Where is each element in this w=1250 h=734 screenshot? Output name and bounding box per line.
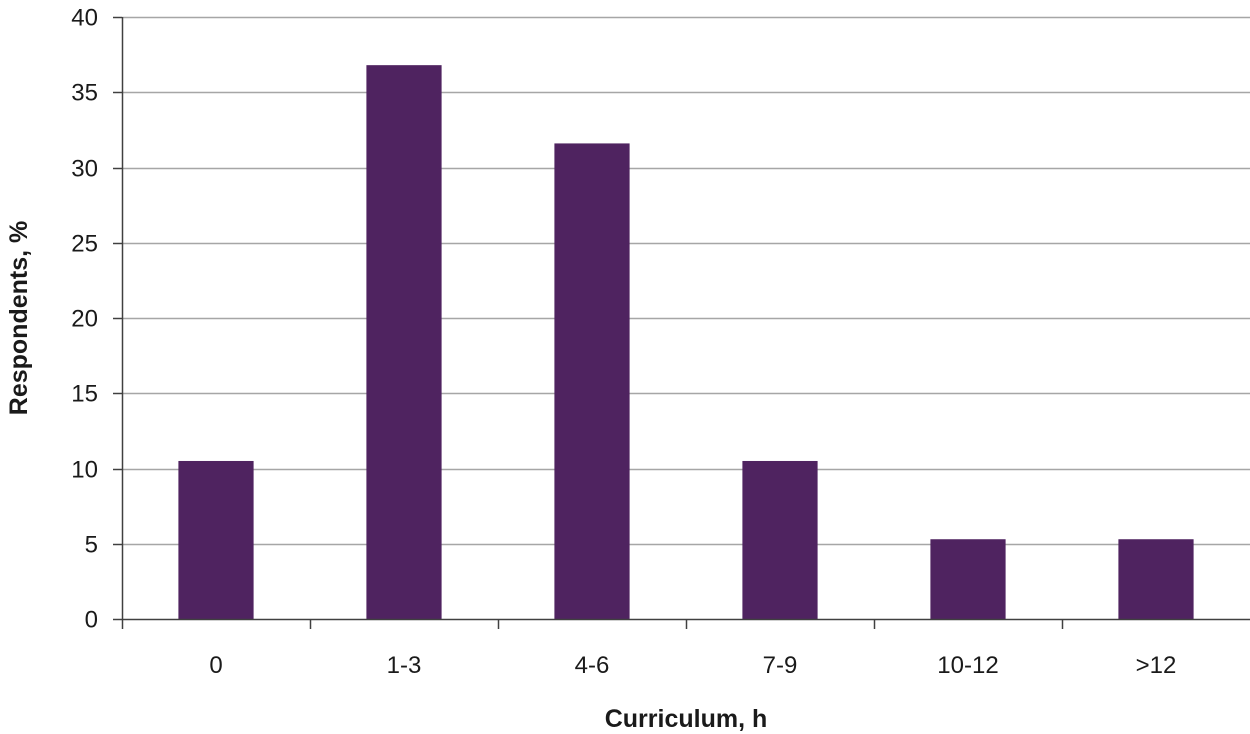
y-tick-label: 5 <box>85 532 98 559</box>
y-tick-label: 0 <box>85 607 98 634</box>
y-tick-labels: 0 5 10 15 20 25 30 35 40 <box>71 5 98 634</box>
y-tick-label: 25 <box>71 231 98 258</box>
bar <box>930 539 1006 619</box>
y-tick-label: 40 <box>71 5 98 32</box>
x-axis-title: Curriculum, h <box>605 705 768 733</box>
bar <box>366 65 442 619</box>
bar <box>1118 539 1194 619</box>
x-tick-labels: 0 1-3 4-6 7-9 10-12 >12 <box>209 652 1176 679</box>
y-tick-label: 35 <box>71 80 98 107</box>
bars <box>178 65 1194 620</box>
x-tick-label: 1-3 <box>387 652 422 679</box>
y-tick-label: 20 <box>71 306 98 333</box>
gridlines <box>122 16 1250 546</box>
bar <box>742 460 818 619</box>
y-tick-label: 10 <box>71 457 98 484</box>
y-axis-title: Respondents, % <box>5 221 33 415</box>
bar <box>554 143 630 620</box>
x-tick-label: 4-6 <box>575 652 610 679</box>
axes <box>113 16 1250 629</box>
x-tick-label: 0 <box>209 652 222 679</box>
bar <box>178 460 254 619</box>
x-tick-label: 7-9 <box>763 652 798 679</box>
x-tick-label: >12 <box>1136 652 1177 679</box>
y-tick-label: 15 <box>71 381 98 408</box>
x-tick-label: 10-12 <box>937 652 998 679</box>
y-tick-label: 30 <box>71 156 98 183</box>
